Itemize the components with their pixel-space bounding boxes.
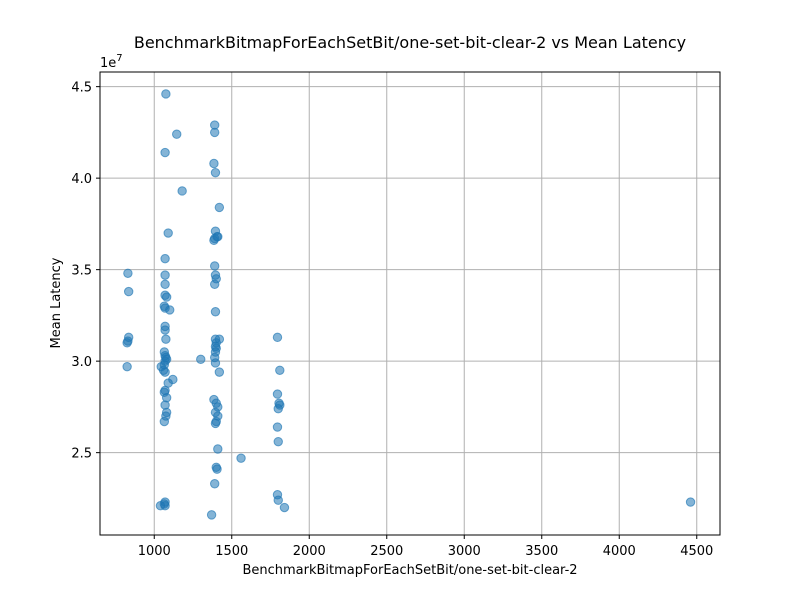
x-tick-label: 3500 [525, 544, 558, 559]
y-axis-offset-label: 1e7 [100, 53, 123, 71]
scatter-point [279, 502, 290, 513]
scatter-point [272, 422, 283, 432]
y-tick-label: 4.0 [71, 172, 92, 187]
scatter-point [196, 354, 206, 365]
scatter-point [163, 228, 173, 238]
scatter-point [123, 286, 134, 297]
x-tick-label: 3000 [448, 544, 481, 559]
scatter-point [122, 338, 132, 348]
chart-title: BenchmarkBitmapForEachSetBit/one-set-bit… [134, 33, 686, 52]
scatter-point [214, 202, 225, 213]
scatter-point [123, 268, 133, 278]
scatter-point [210, 167, 221, 178]
scatter-point [159, 416, 170, 427]
scatter-point [273, 404, 283, 414]
scatter-point [210, 279, 220, 289]
x-axis-label: BenchmarkBitmapForEachSetBit/one-set-bit… [242, 563, 577, 578]
x-tick-label: 1000 [138, 544, 171, 559]
scatter-point [214, 367, 225, 377]
x-tick-label: 1500 [215, 544, 248, 559]
scatter-point [160, 501, 170, 511]
scatter-point [275, 365, 285, 375]
scatter-point [272, 389, 283, 399]
scatter-point [210, 358, 221, 368]
scatter-point [158, 365, 169, 375]
scatter-point [160, 253, 170, 264]
scatter-point [685, 497, 696, 507]
plot-area-frame [99, 71, 721, 536]
y-axis-ticks: 2.5 3.0 3.5 4.0 4.5 [71, 81, 100, 462]
x-tick-label: 4500 [680, 544, 713, 559]
scatter-point [273, 495, 283, 505]
scatter-point [210, 261, 220, 271]
x-tick-label: 4000 [603, 544, 636, 559]
x-tick-label: 2000 [293, 544, 326, 559]
scatter-point [236, 453, 246, 463]
x-tick-label: 2500 [370, 544, 403, 559]
grid-lines [100, 72, 720, 535]
scatter-point [177, 186, 187, 196]
data-points [122, 89, 696, 520]
scatter-point [210, 479, 220, 489]
scatter-point [172, 129, 182, 139]
scatter-point [206, 510, 217, 520]
scatter-point [212, 464, 222, 474]
scatter-point [160, 147, 170, 158]
scatter-point [210, 418, 221, 429]
scatter-point [161, 89, 171, 99]
scatter-point [122, 361, 132, 372]
x-axis-ticks: 1000 1500 2000 2500 3000 3500 4000 4500 [138, 535, 713, 559]
scatter-point [209, 235, 219, 246]
scatter-point [210, 127, 220, 138]
y-tick-label: 2.5 [71, 447, 92, 462]
scatter-point [160, 279, 170, 289]
scatter-point [161, 292, 172, 302]
scatter-point [165, 305, 175, 315]
scatter-point [160, 270, 170, 280]
y-tick-label: 3.5 [71, 264, 92, 279]
y-tick-label: 3.0 [71, 355, 92, 370]
scatter-point [210, 307, 221, 317]
scatter-point [209, 158, 219, 169]
y-axis-label: Mean Latency [49, 257, 64, 348]
scatter-point [160, 325, 170, 335]
scatter-point [161, 334, 171, 344]
scatter-point [272, 332, 283, 343]
y-tick-label: 4.5 [71, 81, 92, 96]
scatter-point [273, 436, 283, 447]
scatter-point [213, 444, 223, 454]
